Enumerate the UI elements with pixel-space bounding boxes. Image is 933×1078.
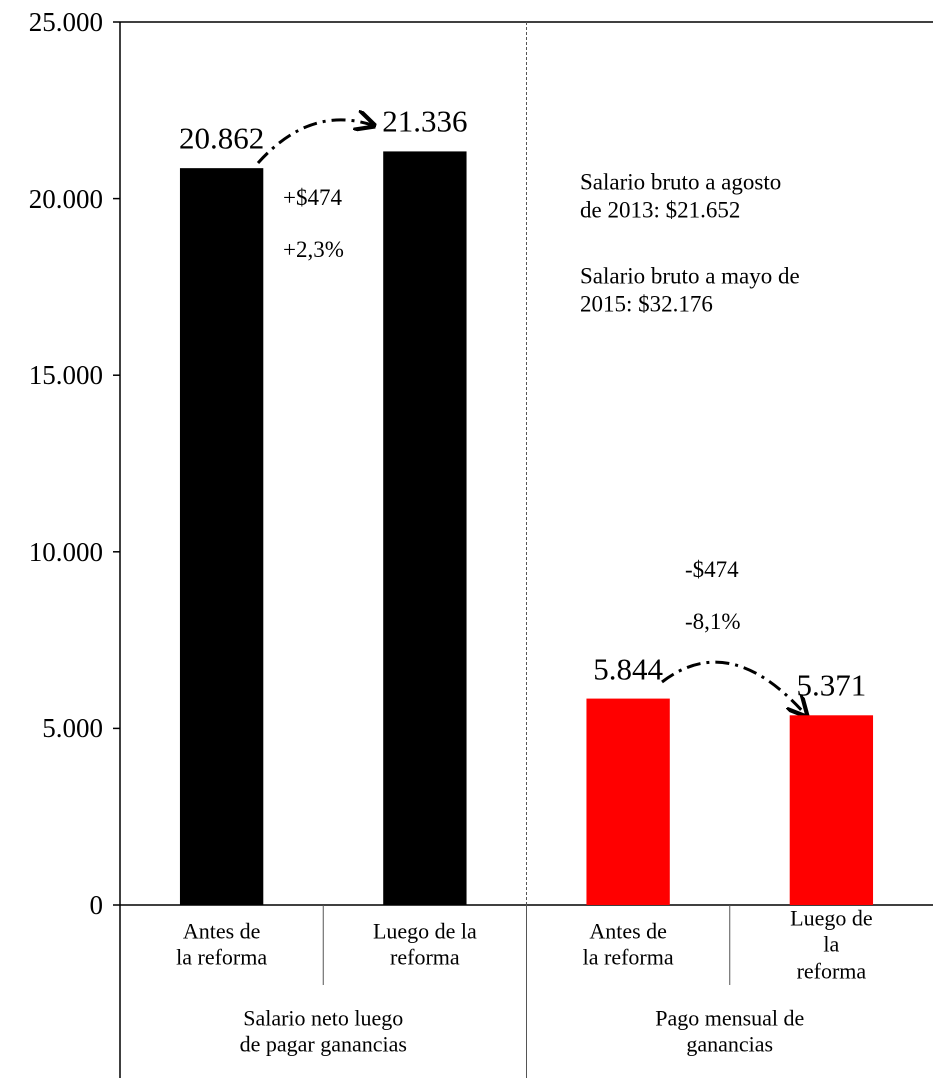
arrow <box>256 120 372 165</box>
x-tick-label: Luego de la reforma <box>790 905 873 984</box>
y-tick-label: 20.000 <box>28 183 103 214</box>
data-label: 20.862 <box>179 120 265 156</box>
group-label: Pago mensual de ganancias <box>655 1005 805 1057</box>
annotation: -$474 <box>685 557 739 583</box>
data-label: 5.371 <box>796 667 867 703</box>
annotation: Salario bruto a mayo de 2015: $32.176 <box>580 263 800 316</box>
data-label: 5.844 <box>593 650 663 686</box>
group-label: Salario neto luego de pagar ganancias <box>239 1005 407 1057</box>
arrow <box>661 660 805 714</box>
y-tick-label: 0 <box>89 889 104 920</box>
x-tick-label: Luego de la reforma <box>372 918 477 970</box>
x-tick-label: Antes de la reforma <box>582 918 674 970</box>
y-tick-label: 15.000 <box>28 359 103 390</box>
annotation: +2,3% <box>283 237 344 263</box>
data-label: 21.336 <box>382 103 468 139</box>
y-tick-label: 25.000 <box>28 6 103 37</box>
annotation: +$474 <box>283 185 342 211</box>
x-tick-label: Antes de la reforma <box>176 918 268 970</box>
bar <box>789 715 874 905</box>
annotation: -8,1% <box>685 609 741 635</box>
bar <box>179 168 264 905</box>
bar <box>383 151 467 905</box>
annotation: Salario bruto a agosto de 2013: $21.652 <box>580 169 782 222</box>
bar <box>586 698 670 905</box>
y-tick-label: 5.000 <box>42 713 103 744</box>
y-tick-label: 10.000 <box>28 536 103 567</box>
